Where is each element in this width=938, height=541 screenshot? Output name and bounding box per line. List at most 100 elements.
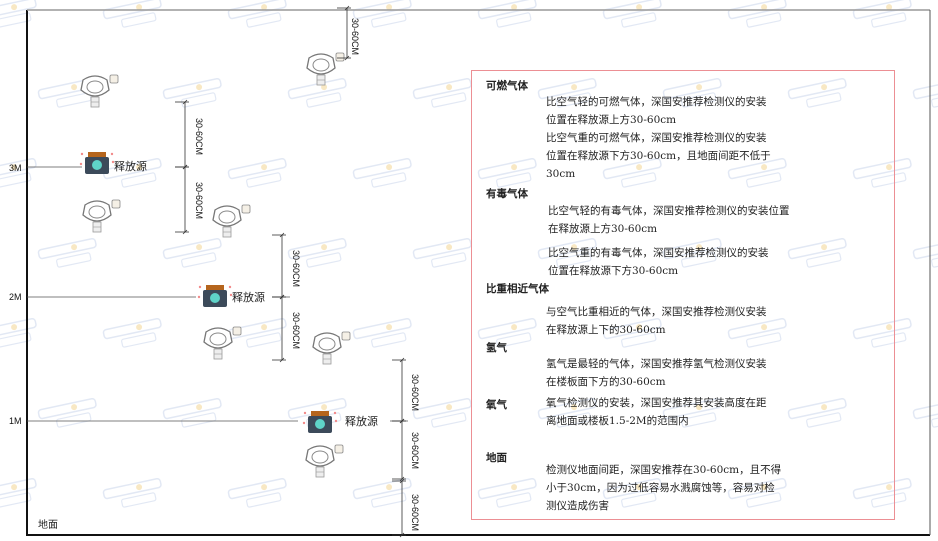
dimension-label: 30-60CM	[410, 432, 420, 469]
watermark-logo	[852, 0, 912, 28]
watermark-logo	[352, 477, 412, 508]
watermark-logo	[0, 317, 37, 348]
section-title-combustible: 可燃气体	[486, 80, 528, 92]
dimension-tick	[399, 478, 405, 484]
dimension-tick	[399, 357, 405, 363]
dimension-tick	[182, 99, 188, 105]
detectors	[80, 52, 351, 478]
dimension-tick	[279, 232, 285, 238]
watermark-logo	[0, 0, 37, 28]
dimension-tick	[399, 532, 405, 538]
watermark-logo	[412, 77, 472, 108]
dimension-lines	[175, 5, 406, 538]
watermark-logo	[537, 237, 597, 268]
watermark-logo	[227, 477, 287, 508]
watermark-logo	[102, 317, 162, 348]
gas-detector-icon	[305, 444, 344, 478]
watermarks	[0, 0, 938, 508]
watermark-logo	[787, 397, 847, 428]
note-paragraph: 氢气是最轻的气体，深国安推荐氢气检测仪安装 在楼板面下方的30-60cm	[546, 358, 767, 388]
watermark-logo	[352, 157, 412, 188]
release-source-icon	[302, 411, 338, 433]
gas-detector-icon	[212, 204, 251, 238]
gas-detector-icon	[306, 52, 345, 86]
dimension-tick	[182, 229, 188, 235]
watermark-logo	[477, 477, 537, 508]
notes-panel: 可燃气体 比空气轻的可燃气体，深国安推荐检测仪的安装 位置在释放源上方30-60c…	[471, 70, 895, 520]
dimension-label: 30-60CM	[291, 250, 301, 287]
watermark-logo	[602, 157, 662, 188]
watermark-logo	[787, 237, 847, 268]
release-sources	[79, 152, 338, 433]
watermark-logo	[412, 397, 472, 428]
level-label-1m: 1M	[9, 416, 22, 426]
dimension-tick	[344, 55, 350, 61]
dimension-label: 30-60CM	[410, 374, 420, 411]
dimension-tick	[182, 164, 188, 170]
watermark-logo	[912, 77, 938, 108]
note-paragraph: 氧气检测仪的安装，深国安推荐其安装高度在距 离地面或楼板1.5-2M的范围内	[546, 397, 767, 427]
watermark-logo	[602, 477, 662, 508]
watermark-logo	[0, 477, 37, 508]
section-title-similar-density: 比重相近气体	[486, 283, 549, 295]
source-label: 释放源	[232, 290, 265, 304]
watermark-logo	[537, 77, 597, 108]
watermark-logo	[102, 477, 162, 508]
gas-detector-icon	[312, 331, 351, 365]
watermark-logo	[412, 237, 472, 268]
dimension-tick	[399, 418, 405, 424]
watermark-logo	[37, 397, 97, 428]
watermark-logo	[602, 0, 662, 28]
watermark-logo	[852, 477, 912, 508]
gas-detector-icon	[203, 326, 242, 360]
section-title-oxygen: 氧气	[486, 399, 507, 411]
dimension-tick	[279, 294, 285, 300]
dimension-label: 30-60CM	[291, 312, 301, 349]
dimension-label: 30-60CM	[194, 182, 204, 219]
release-source-icon	[79, 152, 115, 174]
dimension-label: 30-60CM	[410, 494, 420, 531]
note-paragraph: 比空气重的可燃气体，深国安推荐检测仪的安装 位置在释放源下方30-60cm，且地面…	[546, 132, 771, 180]
watermark-logo	[727, 477, 787, 508]
watermark-logo	[227, 0, 287, 28]
watermark-logo	[477, 317, 537, 348]
dimension-label: 30-60CM	[194, 118, 204, 155]
watermark-logo	[102, 157, 162, 188]
section-title-toxic: 有毒气体	[486, 188, 528, 200]
source-label: 释放源	[114, 159, 147, 173]
watermark-logo	[287, 237, 347, 268]
watermark-logo	[852, 157, 912, 188]
watermark-logo	[162, 397, 222, 428]
section-title-ground: 地面	[486, 452, 507, 464]
watermark-logo	[102, 0, 162, 28]
watermark-logo	[162, 237, 222, 268]
watermark-logo	[662, 237, 722, 268]
note-paragraph: 比空气重的有毒气体，深国安推荐检测仪的安装 位置在释放源下方30-60cm	[548, 247, 769, 277]
watermark-logo	[37, 237, 97, 268]
dimension-label: 30-60CM	[350, 18, 360, 55]
watermark-logo	[0, 157, 37, 188]
dimension-tick	[399, 476, 405, 482]
level-label-2m: 2M	[9, 292, 22, 302]
watermark-logo	[727, 0, 787, 28]
watermark-logo	[537, 397, 597, 428]
watermark-logo	[787, 77, 847, 108]
watermark-logo	[477, 0, 537, 28]
watermark-logo	[662, 77, 722, 108]
watermark-logo	[477, 157, 537, 188]
watermark-logo	[352, 0, 412, 28]
watermark-logo	[162, 77, 222, 108]
note-paragraph: 与空气比重相近的气体，深国安推荐检测仪安装 在释放源上下的30-60cm	[546, 306, 767, 336]
release-source-icon	[197, 285, 233, 307]
watermark-logo	[602, 317, 662, 348]
watermark-logo	[352, 317, 412, 348]
source-label: 释放源	[345, 414, 378, 428]
watermark-logo	[227, 157, 287, 188]
ground-label: 地面	[38, 518, 58, 531]
watermark-logo	[727, 317, 787, 348]
note-paragraph: 检测仪地面间距，深国安推荐在30-60cm，且不得 小于30cm，因为过低容易水溅…	[546, 464, 782, 512]
note-paragraph: 比空气轻的可燃气体，深国安推荐检测仪的安装 位置在释放源上方30-60cm	[546, 96, 767, 126]
watermark-logo	[287, 77, 347, 108]
section-title-hydrogen: 氢气	[486, 342, 507, 354]
